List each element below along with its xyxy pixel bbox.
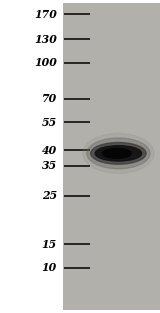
Text: 15: 15 [42, 239, 57, 250]
Ellipse shape [95, 146, 142, 161]
Text: 130: 130 [34, 33, 57, 45]
Text: 25: 25 [42, 190, 57, 201]
Text: 55: 55 [42, 116, 57, 128]
Text: 40: 40 [42, 145, 57, 156]
Text: 70: 70 [42, 93, 57, 104]
Text: 10: 10 [42, 262, 57, 273]
Ellipse shape [102, 148, 131, 158]
Ellipse shape [83, 133, 154, 173]
Ellipse shape [91, 142, 146, 164]
Ellipse shape [87, 138, 150, 169]
Text: 35: 35 [42, 160, 57, 172]
Bar [63, 3, 160, 310]
Text: 100: 100 [34, 57, 57, 68]
Text: 170: 170 [34, 8, 57, 20]
